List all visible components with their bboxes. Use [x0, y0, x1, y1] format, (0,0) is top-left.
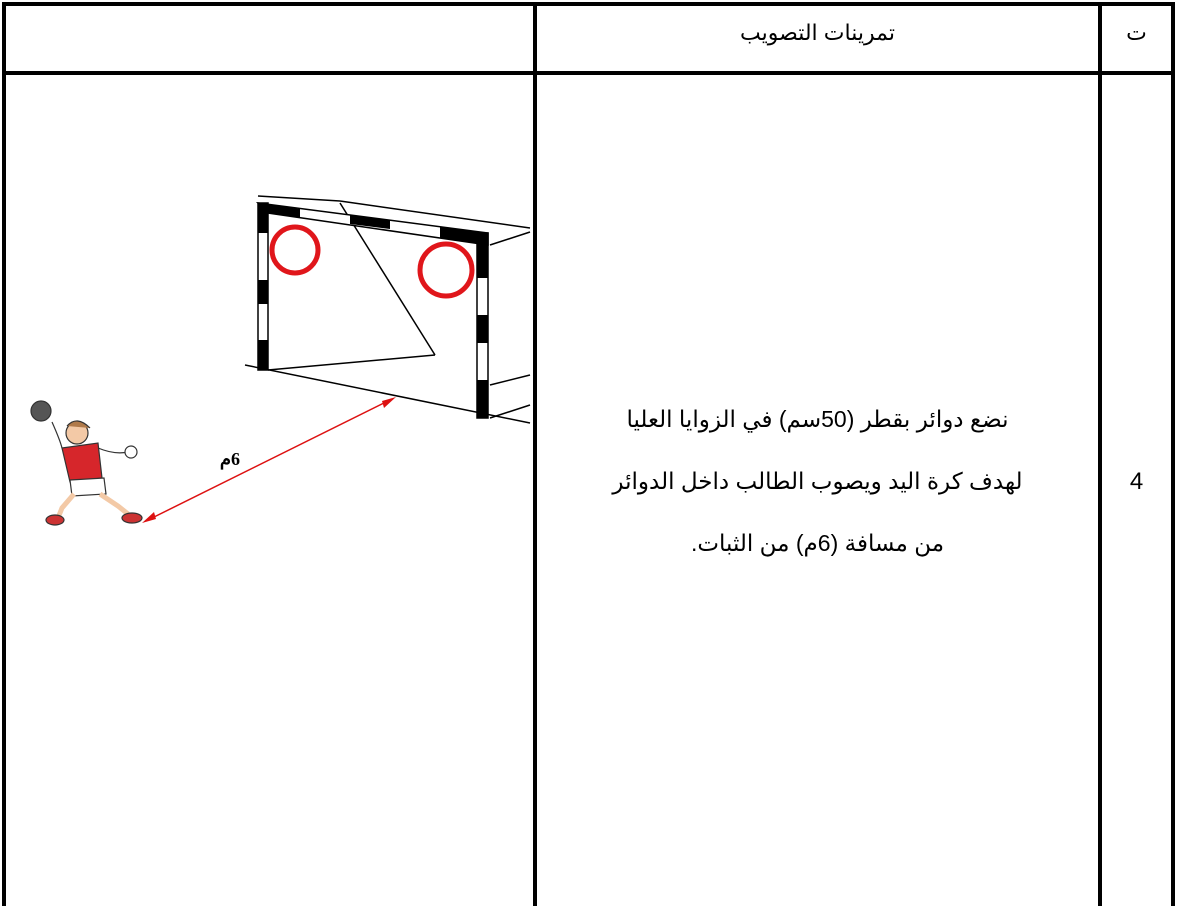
border-top — [2, 2, 1175, 6]
description-line: نضع دوائر بقطر (50سم) في الزوايا العليا — [626, 406, 1009, 432]
illustration: 6م — [30, 195, 531, 526]
description-line: من مسافة (6م) من الثبات. — [690, 530, 945, 556]
header-exercises: تمرينات التصويب — [740, 20, 895, 45]
row-number: 4 — [1129, 468, 1144, 495]
row-description: نضع دوائر بقطر (50سم) في الزوايا العليا … — [537, 388, 1098, 574]
distance-label: 6م — [220, 449, 240, 470]
column-divider — [1098, 2, 1102, 906]
description-line: لهدف كرة اليد ويصوب الطالب داخل الدوائر — [612, 468, 1023, 494]
border-right — [1171, 2, 1175, 906]
column-divider — [533, 2, 537, 906]
header-divider — [2, 71, 1175, 75]
header-number: ت — [1126, 20, 1147, 45]
border-left — [2, 2, 6, 906]
